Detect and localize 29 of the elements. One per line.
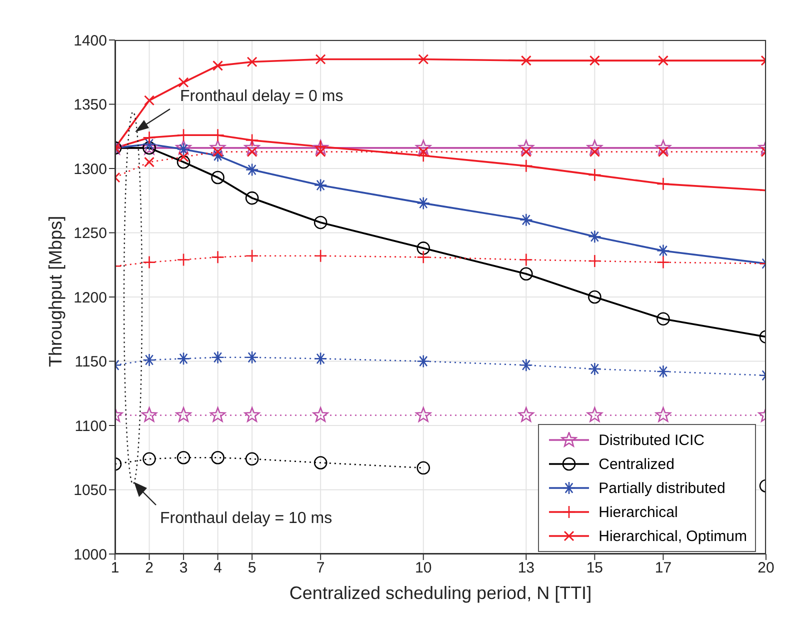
x-tick-label: 17	[654, 560, 672, 577]
x-axis-title: Centralized scheduling period, N [TTI]	[289, 583, 592, 603]
y-tick-label: 1050	[74, 482, 107, 500]
annotation: Fronthaul delay = 10 ms	[160, 510, 332, 528]
legend-label: Hierarchical, Optimum	[598, 528, 747, 544]
y-tick-label: 1400	[74, 32, 107, 50]
x-tick-label: 1	[110, 560, 120, 577]
y-axis-title: Throughput [Mbps]	[45, 216, 66, 367]
y-tick-label: 1000	[74, 546, 107, 564]
x-tick-label: 10	[415, 560, 432, 577]
legend-label: Partially distributed	[598, 480, 726, 496]
legend-label: Distributed ICIC	[598, 432, 704, 448]
x-tick-label: 13	[518, 560, 534, 577]
legend-label: Centralized	[598, 456, 674, 472]
x-tick-label: 20	[758, 560, 774, 577]
y-tick-label: 1250	[74, 225, 107, 242]
x-tick-label: 3	[179, 560, 188, 577]
y-tick-label: 1300	[74, 160, 107, 178]
y-tick-label: 1350	[74, 96, 107, 114]
x-tick-label: 4	[214, 560, 222, 577]
annotation: Fronthaul delay = 0 ms	[180, 88, 344, 106]
x-tick-label: 7	[316, 560, 325, 577]
x-tick-label: 5	[248, 560, 256, 577]
x-tick-label: 15	[586, 560, 604, 577]
y-tick-label: 1150	[74, 354, 107, 371]
y-tick-label: 1200	[74, 289, 107, 306]
legend-label: Hierarchical	[598, 504, 678, 520]
x-tick-label: 2	[145, 560, 154, 577]
y-tick-label: 1100	[74, 418, 107, 435]
